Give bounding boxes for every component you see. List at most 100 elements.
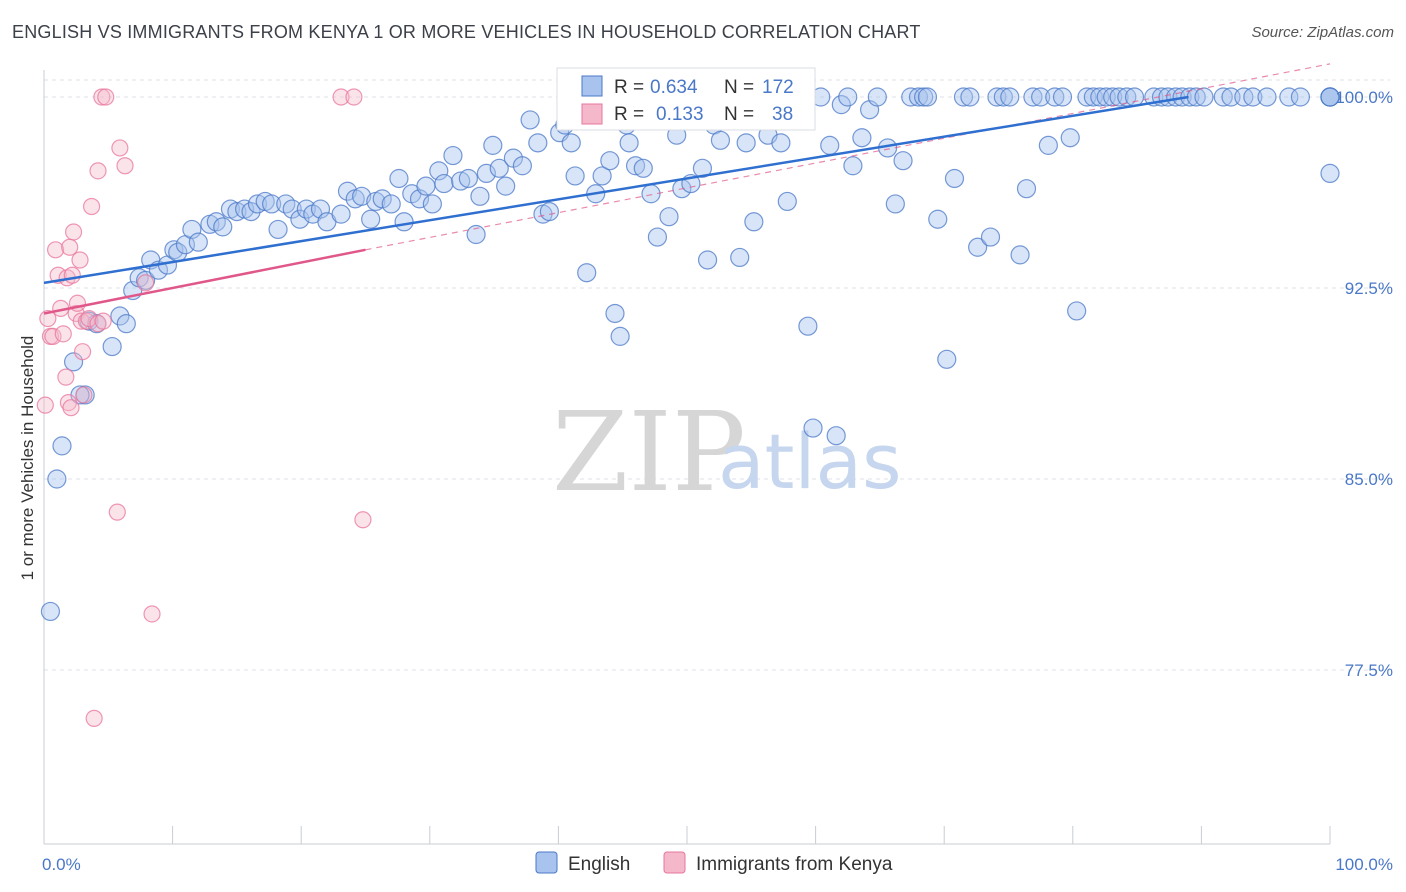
- english-point: [528, 133, 548, 153]
- english-point: [1000, 87, 1020, 107]
- english-point: [372, 189, 392, 209]
- english-point: [944, 168, 965, 189]
- kenya-point: [36, 396, 54, 414]
- kenya-point: [89, 162, 107, 180]
- english-point: [937, 349, 957, 369]
- english-point: [659, 207, 679, 227]
- english-point: [483, 135, 503, 155]
- english-point: [110, 306, 130, 326]
- kenya-point: [73, 343, 92, 361]
- english-point: [416, 176, 436, 196]
- english-point: [893, 151, 913, 171]
- english-point: [1023, 87, 1043, 107]
- stats-swatch-english: [581, 75, 603, 97]
- english-point: [917, 87, 938, 107]
- english-point: [692, 158, 713, 178]
- y-tick-label: 85.0%: [1345, 470, 1393, 489]
- watermark-zip: ZIP: [552, 388, 746, 516]
- english-point: [1067, 301, 1087, 321]
- english-point: [458, 168, 478, 189]
- english-point: [928, 209, 948, 229]
- english-point: [867, 87, 887, 107]
- x-tick-marks: [43, 826, 1331, 844]
- english-point: [429, 161, 449, 181]
- english-point: [241, 202, 261, 222]
- legend-swatch-kenya: [663, 851, 686, 874]
- english-point: [520, 110, 540, 130]
- english-point: [647, 227, 668, 247]
- english-point: [40, 601, 61, 622]
- english-point: [953, 87, 974, 107]
- english-point: [337, 181, 358, 201]
- english-point: [1031, 87, 1051, 107]
- legend: English Immigrants from Kenya: [535, 851, 893, 875]
- english-point: [744, 212, 764, 232]
- stats-box: R = 0.634 N = 172 R = 0.133 N = 38: [556, 67, 816, 131]
- kenya-point: [143, 605, 161, 623]
- english-point: [826, 426, 846, 446]
- stats-r-label-kenya: R =: [614, 104, 644, 125]
- english-point: [777, 191, 797, 212]
- english-point: [960, 87, 980, 107]
- kenya-point: [46, 241, 65, 259]
- stats-r-kenya: 0.133: [656, 104, 704, 125]
- english-point: [496, 176, 516, 196]
- english-point: [1213, 87, 1233, 107]
- kenya-point: [82, 197, 101, 216]
- english-point: [1320, 87, 1340, 107]
- english-point: [394, 212, 414, 232]
- english-point: [47, 469, 67, 489]
- english-point: [565, 166, 585, 186]
- legend-label-kenya: Immigrants from Kenya: [696, 854, 893, 875]
- grid-lines: [44, 79, 1390, 671]
- kenya-point: [93, 88, 111, 106]
- legend-label-english: English: [568, 854, 630, 875]
- english-point: [1052, 87, 1073, 107]
- kenya-point: [94, 312, 112, 330]
- english-point: [980, 227, 1001, 247]
- english-point: [820, 135, 840, 155]
- kenya-point: [75, 386, 93, 404]
- english-point: [296, 199, 316, 219]
- english-point: [352, 186, 372, 206]
- english-point: [993, 87, 1013, 107]
- kenya-point: [64, 223, 83, 241]
- kenya-point: [62, 399, 80, 417]
- kenya-point: [354, 511, 372, 529]
- kenya-point: [39, 309, 57, 328]
- kenya-point: [44, 327, 62, 345]
- kenya-point: [80, 309, 98, 328]
- english-point: [1109, 87, 1129, 107]
- kenya-point: [63, 266, 81, 284]
- english-point: [512, 156, 532, 176]
- english-point: [422, 194, 442, 214]
- english-point: [1290, 87, 1311, 107]
- english-point: [1279, 87, 1299, 107]
- english-point: [361, 209, 381, 229]
- kenya-trend-extension: [365, 63, 1331, 251]
- english-trend-line: [43, 95, 1189, 285]
- english-point: [1045, 87, 1065, 107]
- english-point: [489, 158, 509, 178]
- stats-n-label-english: N =: [724, 77, 754, 98]
- english-point: [276, 194, 296, 214]
- kenya-point: [108, 503, 126, 521]
- english-point: [843, 156, 863, 176]
- english-point: [282, 199, 302, 219]
- trend-lines: [43, 63, 1331, 315]
- english-point: [697, 250, 718, 270]
- english-point: [206, 212, 226, 232]
- english-point: [262, 194, 282, 214]
- english-point: [852, 128, 872, 148]
- english-point: [389, 168, 409, 189]
- english-point: [434, 173, 454, 194]
- english-point: [771, 133, 791, 153]
- english-point: [227, 202, 247, 222]
- legend-swatch-english: [535, 851, 558, 874]
- english-point: [1060, 128, 1080, 148]
- english-point: [381, 194, 401, 214]
- english-point: [1257, 87, 1277, 107]
- english-point: [710, 130, 731, 150]
- english-point: [625, 156, 646, 176]
